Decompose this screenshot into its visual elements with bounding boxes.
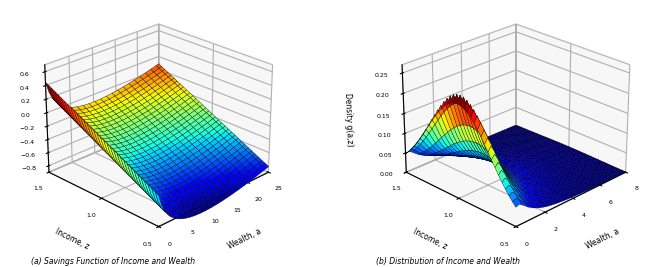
X-axis label: Wealth, a: Wealth, a xyxy=(226,227,263,251)
Text: (b) Distribution of Income and Wealth: (b) Distribution of Income and Wealth xyxy=(375,257,520,266)
Text: (a) Savings Function of Income and Wealth: (a) Savings Function of Income and Wealt… xyxy=(31,257,196,266)
Y-axis label: Income, z: Income, z xyxy=(411,227,448,251)
X-axis label: Wealth, a: Wealth, a xyxy=(584,227,621,251)
Y-axis label: Income, z: Income, z xyxy=(54,227,91,251)
